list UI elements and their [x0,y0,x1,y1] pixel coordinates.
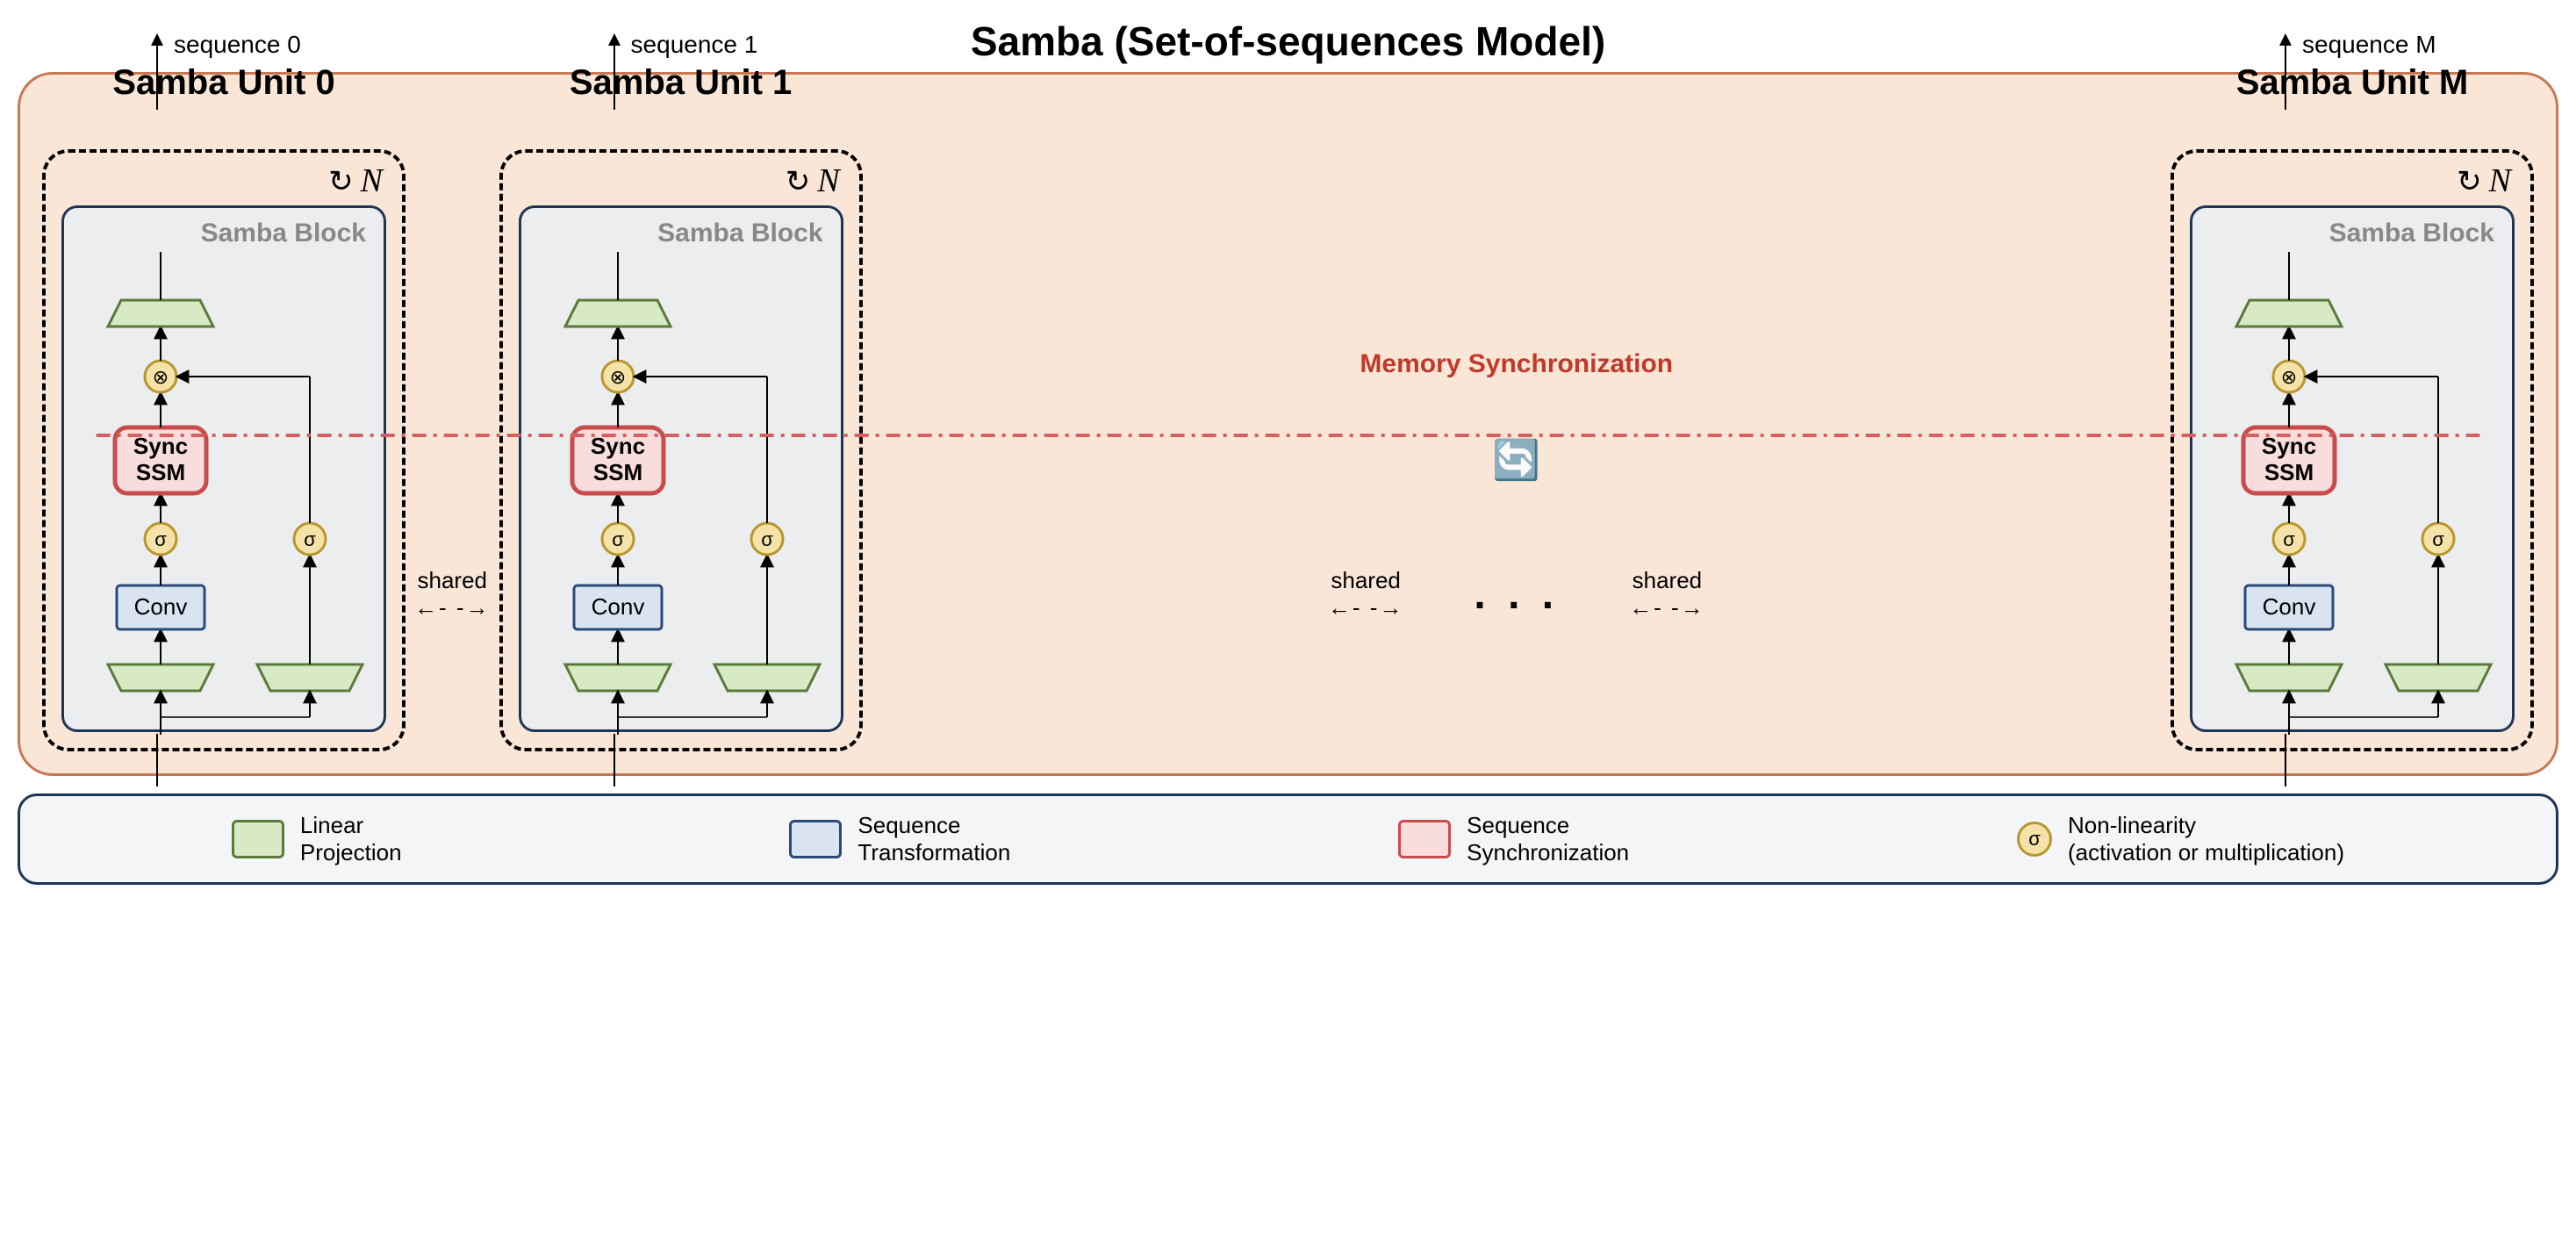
legend-sigma-swatch: σ [2017,822,2052,857]
svg-text:Conv: Conv [591,593,644,620]
block-svg-M: Conv σ SyncSSM ⊗ σ [2192,252,2517,735]
output-arrow-M [2285,35,2286,110]
svg-text:SSM: SSM [592,459,642,485]
samba-block-M: Samba Block Conv σ SyncSSM ⊗ σ [2190,205,2515,732]
shared-label-left: shared [1328,567,1404,594]
svg-text:σ: σ [2283,528,2295,550]
unit-dashed-1: N Samba Block Conv σ SyncSSM ⊗ σ [499,149,863,751]
block-title-0: Samba Block [201,219,366,248]
legend-item: SequenceTransformation [789,812,1010,866]
repeat-n-M: N [2457,162,2511,200]
output-arrow-1 [614,35,615,110]
diagram-title: Samba (Set-of-sequences Model) [18,18,2558,65]
svg-text:⊗: ⊗ [2281,366,2297,388]
unit-1: sequence 1 Samba Unit 1 N Samba Block Co… [499,105,863,751]
samba-block-0: Samba Block Conv σ SyncSSM ⊗ σ [61,205,386,732]
seq-label-1: sequence 1 [631,31,758,59]
unit-title-0: Samba Unit 0 [42,63,405,103]
legend-swatch [232,820,284,858]
unit-title-M: Samba Unit M [2171,63,2534,103]
svg-text:Conv: Conv [134,593,188,620]
svg-text:SSM: SSM [136,459,185,485]
legend-item: σ Non-linearity(activation or multiplicat… [2017,812,2344,866]
shared-arrows-right: ←- -→ [1629,594,1705,621]
shared-label-right: shared [1629,567,1705,594]
shared-arrows-left: ←- -→ [1328,594,1404,621]
seq-label-0: sequence 0 [174,31,301,59]
legend: LinearProjection SequenceTransformation Se… [18,793,2558,885]
svg-text:σ: σ [2432,528,2444,550]
unit-dashed-M: N Samba Block Conv σ SyncSSM ⊗ σ [2171,149,2534,751]
between-1M: Memory Synchronization 🔄 shared ←- -→ . … [872,139,2162,718]
legend-text: LinearProjection [300,812,402,866]
repeat-n-0: N [328,162,383,200]
svg-text:Sync: Sync [2262,433,2316,459]
unit-dashed-0: N Samba Block Conv σ SyncSSM ⊗ σ [42,149,405,751]
seq-label-M: sequence M [2302,31,2436,59]
svg-text:Conv: Conv [2263,593,2316,620]
block-title-1: Samba Block [657,219,822,248]
unit-M: sequence M Samba Unit M N Samba Block Co… [2171,105,2534,751]
unit-0: sequence 0 Samba Unit 0 N Samba Block Co… [42,105,405,751]
shared-arrows-01: ←- -→ [414,594,491,621]
svg-text:σ: σ [761,528,773,550]
svg-text:SSM: SSM [2264,459,2314,485]
block-title-M: Samba Block [2329,219,2494,248]
between-01: shared ←- -→ [414,139,491,718]
model-container: sequence 0 Samba Unit 0 N Samba Block Co… [18,72,2558,776]
svg-text:⊗: ⊗ [609,366,625,388]
legend-text: SequenceTransformation [857,812,1010,866]
block-svg-1: Conv σ SyncSSM ⊗ σ [521,252,846,735]
legend-swatch [789,820,842,858]
legend-text: Non-linearity(activation or multiplicati… [2068,812,2344,866]
legend-item: LinearProjection [232,812,402,866]
svg-text:σ: σ [154,528,167,550]
samba-block-1: Samba Block Conv σ SyncSSM ⊗ σ [519,205,843,732]
legend-item: SequenceSynchronization [1398,812,1629,866]
svg-text:Sync: Sync [133,433,188,459]
legend-text: SequenceSynchronization [1467,812,1629,866]
mem-sync-label: Memory Synchronization [1360,349,1673,379]
svg-text:σ: σ [612,528,624,550]
legend-swatch [1398,820,1451,858]
block-svg-0: Conv σ SyncSSM ⊗ σ [64,252,389,735]
shared-label-01: shared [418,567,488,594]
sync-icon: 🔄 [1492,437,1540,483]
repeat-n-1: N [786,162,840,200]
output-arrow-0 [156,35,158,110]
svg-text:Sync: Sync [590,433,644,459]
svg-text:σ: σ [304,528,316,550]
svg-text:⊗: ⊗ [153,366,169,388]
unit-title-1: Samba Unit 1 [499,63,863,103]
ellipsis-dots: . . . [1474,571,1559,619]
